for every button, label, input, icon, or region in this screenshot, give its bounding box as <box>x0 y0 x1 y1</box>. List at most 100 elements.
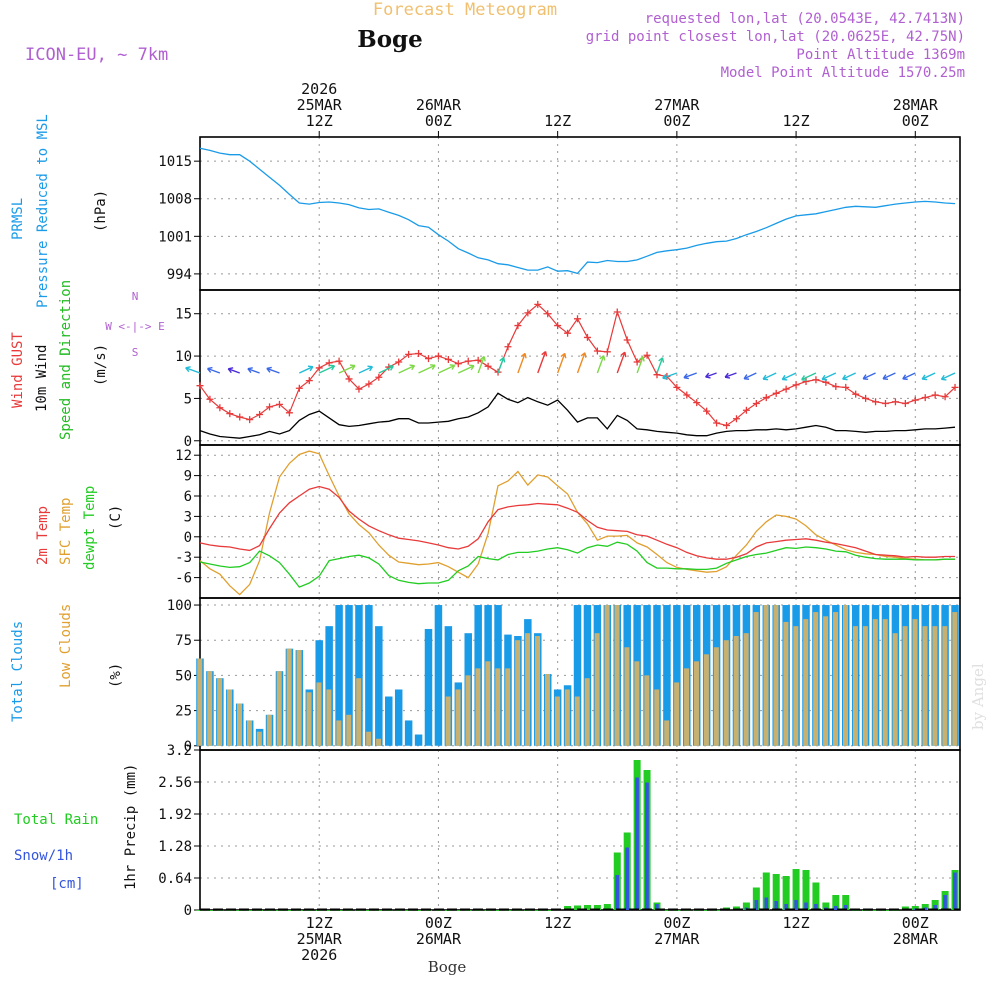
gust-marker <box>544 310 552 318</box>
wind-arrow <box>517 353 526 374</box>
gust-marker <box>673 383 681 391</box>
wind-arrow-head <box>266 366 272 373</box>
wind-arrow <box>576 352 586 374</box>
gust-marker <box>852 390 860 398</box>
x-tick-label-top: 12Z <box>783 112 810 130</box>
temp-labels: 2m Temp SFC Temp dewpt Temp (C) <box>35 486 124 570</box>
y-tick-label: 1001 <box>158 229 192 245</box>
wind-arrow-head <box>620 351 627 358</box>
pressure-label-2: Pressure Reduced to MSL <box>35 114 51 308</box>
wind-arrow <box>683 372 697 379</box>
wind-arrow-head <box>367 365 374 372</box>
rain-bar <box>454 910 462 911</box>
wind-arrow-head <box>638 356 645 362</box>
x-tick-label-bottom: 25MAR <box>297 930 343 948</box>
panel-frame <box>199 136 961 291</box>
pressure-labels: PRMSL Pressure Reduced to MSL (hPa) <box>10 114 109 308</box>
total-cloud-bar <box>355 605 363 746</box>
total-cloud-bar <box>653 605 661 746</box>
rain-bar <box>742 902 750 910</box>
y-tick-label: 3 <box>184 509 192 525</box>
gust-marker <box>236 413 244 421</box>
snow-bar <box>933 905 937 910</box>
t2m-label: 2m Temp <box>35 506 51 565</box>
snow-bar <box>645 782 649 910</box>
low-cloud-bar <box>823 616 829 746</box>
low-cloud-bar <box>674 682 680 746</box>
gust-marker <box>921 394 929 402</box>
wind-arrow-head <box>781 374 788 381</box>
watermark: by Angel <box>969 663 987 730</box>
gust-marker <box>305 377 313 385</box>
gust-marker <box>693 399 701 407</box>
rain-bar <box>415 910 423 911</box>
rain-bar <box>564 906 572 910</box>
rain-bar <box>365 910 373 911</box>
rain-bar <box>792 869 800 910</box>
gust-marker <box>633 358 641 366</box>
gust-marker <box>295 384 303 392</box>
rain-bar <box>911 906 919 910</box>
wind-arrow <box>318 365 335 374</box>
wind-arrow-head <box>724 372 731 379</box>
gust-marker <box>891 398 899 406</box>
x-tick-label-bottom: 2026 <box>301 946 337 964</box>
y-tick-label: 1.92 <box>158 807 192 823</box>
low-cloud-bar <box>346 714 352 746</box>
panel-frame <box>199 444 961 599</box>
gust-marker <box>395 358 403 366</box>
x-tick-label-top: 00Z <box>663 112 690 130</box>
gust-marker <box>842 383 850 391</box>
rain-bar <box>812 882 820 910</box>
low-cloud-bar <box>833 612 839 746</box>
total-cloud-bar <box>424 628 433 746</box>
gust-marker <box>911 396 919 404</box>
x-tick-label-bottom: 12Z <box>306 914 333 932</box>
y-tick-label: 5 <box>184 391 192 407</box>
gust-marker <box>802 377 810 385</box>
low-cloud-bar <box>644 675 650 746</box>
rain-bar <box>494 910 502 911</box>
y-tick-label: 0 <box>184 903 192 919</box>
gust-marker <box>643 351 651 359</box>
gust-marker <box>931 391 939 399</box>
y-tick-label: 0 <box>184 739 192 755</box>
snow-bar <box>625 847 629 910</box>
low-cloud-bar <box>783 621 789 746</box>
low-cloud-bar <box>326 689 332 746</box>
wind-arrow <box>266 367 280 374</box>
sfc-temp-line <box>199 450 955 596</box>
low-cloud-bar <box>246 720 252 746</box>
low-cloud-bar <box>286 648 292 746</box>
wind-arrow <box>801 372 817 381</box>
compass-south: S <box>132 346 139 359</box>
rain-bar <box>901 906 909 910</box>
low-cloud-bar <box>803 619 809 746</box>
wind-arrow <box>762 372 777 380</box>
plots-layer: 994100110081015051015-6-3036912025507510… <box>158 80 961 964</box>
gust-marker <box>405 350 413 358</box>
low-cloud-bar <box>515 640 521 746</box>
gust-marker <box>583 333 591 341</box>
wind-arrow <box>477 356 485 374</box>
low-cloud-bar <box>455 689 461 746</box>
low-cloud-bar <box>544 674 550 746</box>
compass-north: N <box>132 290 139 303</box>
low-cloud-bar <box>902 626 908 746</box>
x-tick-label-bottom: 00Z <box>902 914 929 932</box>
low-cloud-bar <box>743 633 749 746</box>
rain-bar <box>832 895 840 910</box>
rain-bar <box>325 910 333 911</box>
low-cloud-bar <box>554 696 560 746</box>
gust-marker <box>256 411 264 419</box>
y-tick-label: 6 <box>184 489 192 505</box>
wind-arrow-head <box>658 357 665 363</box>
panel-4: 0 0.64 1.28 1.92 2.56 3.2 <box>158 743 961 919</box>
rain-bar <box>842 895 850 910</box>
rain-bar <box>762 872 770 910</box>
rain-bar <box>921 904 929 910</box>
low-cloud-bar <box>525 633 531 746</box>
y-tick-label: 75 <box>175 633 192 649</box>
gust-marker <box>524 309 532 317</box>
gust-marker <box>365 380 373 388</box>
